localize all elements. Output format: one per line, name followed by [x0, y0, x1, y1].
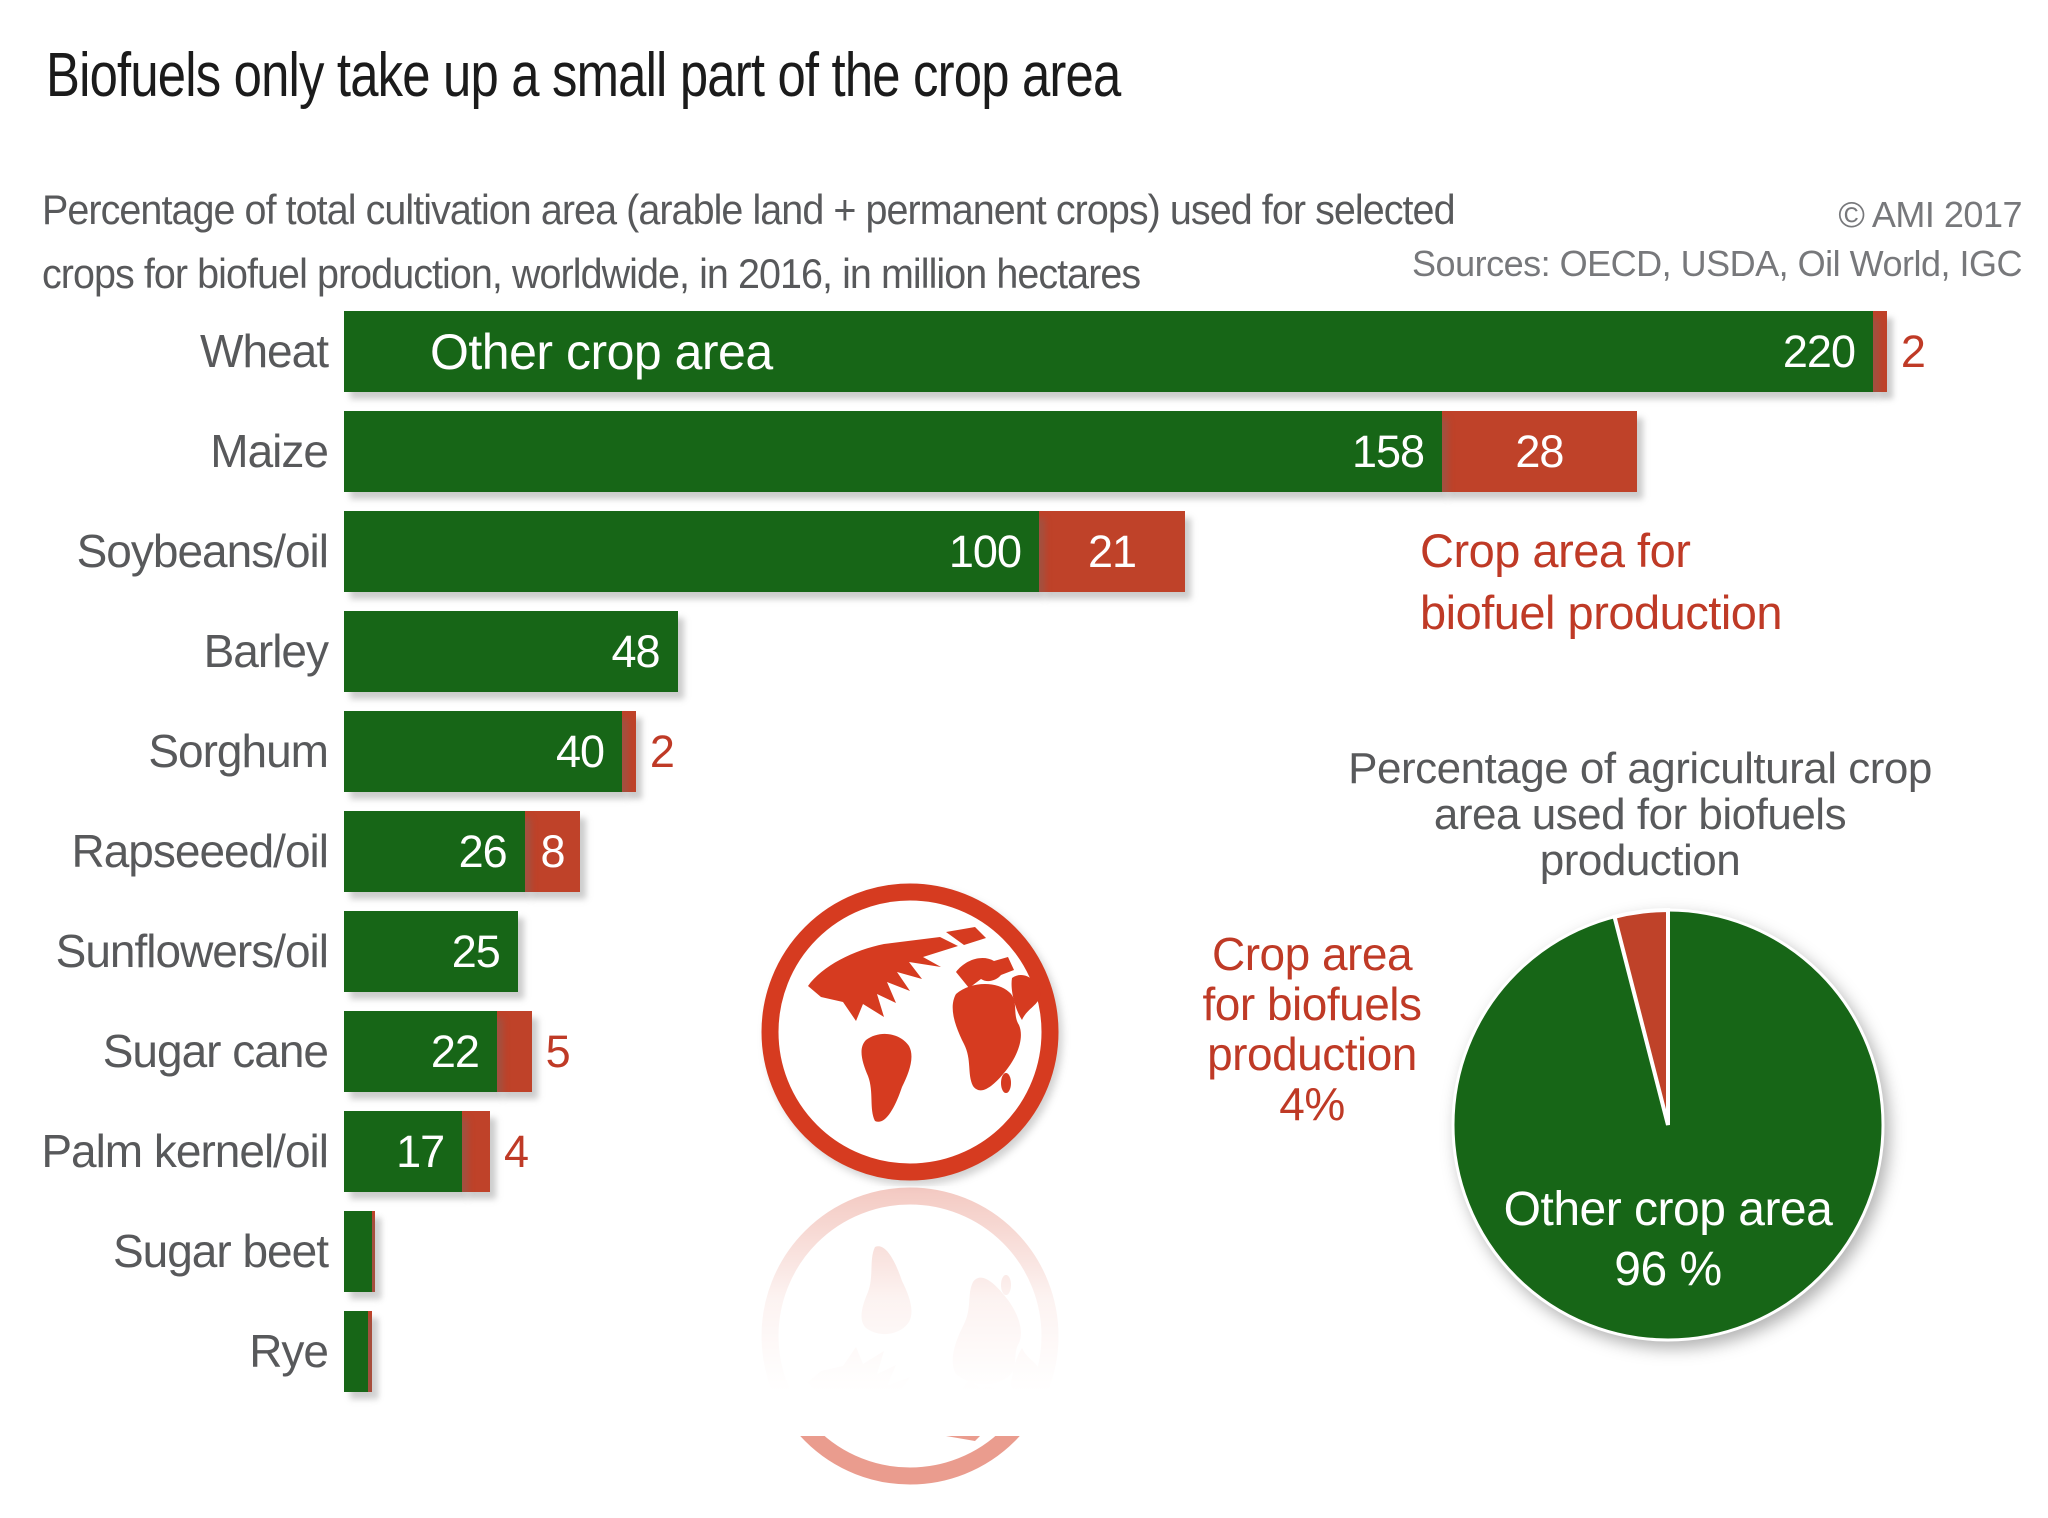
- pie-slice-biofuels: [1612, 907, 1670, 1126]
- pie-title: Percentage of agricultural crop area use…: [1245, 746, 2035, 884]
- bar-segment-other: 17: [344, 1111, 463, 1192]
- bar-segment-biofuel: [1873, 311, 1887, 392]
- bar-segment-other: Other crop area 220: [344, 311, 1873, 392]
- bar-row: Soybeans/oil 100 21: [0, 511, 2048, 592]
- subtitle-line-2: crops for biofuel production, worldwide,…: [42, 250, 1141, 297]
- bar-value-other: 100: [948, 525, 1022, 577]
- legend-line-1: Crop area for: [1420, 524, 1691, 577]
- bar-value-other: 40: [555, 725, 605, 777]
- bar-row: Rye: [0, 1311, 2048, 1392]
- bar-segment-other: 48: [344, 611, 678, 692]
- bar-segment-biofuel: [462, 1111, 490, 1192]
- bar-value-other: 17: [396, 1125, 445, 1177]
- pie-callout-line-4: 4%: [1279, 1078, 1345, 1130]
- pie-chart: [1451, 907, 1885, 1342]
- bar-row: Rapseeed/oil 26 8: [0, 811, 2048, 892]
- bar-value-biofuel: 2: [649, 726, 675, 777]
- pie-title-line-1: Percentage of agricultural crop: [1348, 744, 1932, 793]
- bar-segment-biofuel: [368, 1311, 372, 1392]
- bar: 25: [344, 911, 518, 992]
- bar-value-biofuel: 21: [1087, 525, 1137, 577]
- bar-segment-other: 26: [344, 811, 525, 892]
- bar-value-other: 25: [451, 925, 501, 977]
- bar: 100 21: [344, 511, 1185, 592]
- bar-segment-other: [344, 1211, 372, 1292]
- legend-biofuel-label: Crop area for biofuel production: [1420, 520, 1783, 644]
- bar-value-biofuel: 2: [1900, 326, 1926, 377]
- category-label: Palm kernel/oil: [41, 1125, 329, 1177]
- bar-value-other: 26: [458, 825, 508, 877]
- bar-segment-biofuel: [496, 1011, 532, 1092]
- bar-segment-other: 100: [344, 511, 1039, 592]
- source-block: © AMI 2017 Sources: OECD, USDA, Oil Worl…: [1412, 190, 2022, 288]
- bar-segment-other: 22: [344, 1011, 497, 1092]
- category-label: Sugar cane: [102, 1025, 329, 1077]
- bar: 40 2: [344, 711, 675, 792]
- sources-text: Sources: OECD, USDA, Oil World, IGC: [1412, 243, 2022, 284]
- bar-rows: Wheat Other crop area 220 2 Maize 158 28 Soybea…: [0, 311, 2048, 1411]
- bar: 48: [344, 611, 678, 692]
- pie-other-percent: 96 %: [1614, 1243, 1722, 1296]
- bar-row: Sugar cane 22 5: [0, 1011, 2048, 1092]
- bar: 158 28: [344, 411, 1637, 492]
- bar: Other crop area 220 2: [344, 311, 1926, 392]
- bar-value-other: 48: [611, 625, 661, 677]
- bar-row: Sunflowers/oil 25: [0, 911, 2048, 992]
- bar-segment-biofuel: 28: [1442, 411, 1637, 492]
- bar-annotation: Other crop area: [430, 323, 773, 380]
- globe-reflection-fade: [748, 1186, 1072, 1436]
- bar-segment-other: 158: [344, 411, 1443, 492]
- category-label: Rye: [249, 1325, 329, 1377]
- pie-callout-line-3: production: [1207, 1028, 1417, 1080]
- globe-icon: [761, 883, 1059, 1181]
- pie-biofuels-callout: Crop area for biofuels production 4%: [1112, 929, 1512, 1129]
- category-label: Sunflowers/oil: [55, 925, 329, 977]
- legend-line-2: biofuel production: [1420, 586, 1783, 639]
- bar-row: Barley 48: [0, 611, 2048, 692]
- bar-segment-other: 25: [344, 911, 518, 992]
- bar: 17 4: [344, 1111, 529, 1192]
- bar-row: Sugar beet: [0, 1211, 2048, 1292]
- bar-row: Wheat Other crop area 220 2: [0, 311, 2048, 392]
- category-label: Sugar beet: [112, 1225, 329, 1277]
- bar-row: Maize 158 28: [0, 411, 2048, 492]
- pie-other-label: Other crop area: [1503, 1183, 1833, 1236]
- category-label: Maize: [210, 425, 329, 477]
- bar-value-biofuel: 8: [540, 825, 565, 877]
- bar: [344, 1311, 372, 1392]
- bar: [344, 1211, 376, 1292]
- bar-value-biofuel: 28: [1515, 425, 1564, 477]
- pie-callout-line-1: Crop area: [1211, 928, 1413, 980]
- subtitle-line-1: Percentage of total cultivation area (ar…: [42, 186, 1456, 233]
- chart-subtitle: Percentage of total cultivation area (ar…: [42, 178, 1456, 306]
- pie-title-line-2: area used for biofuels: [1433, 790, 1847, 839]
- bar-segment-other: 40: [344, 711, 622, 792]
- bar-segment-biofuel: [622, 711, 636, 792]
- bar-value-biofuel: 4: [503, 1126, 529, 1177]
- bar-row: Palm kernel/oil 17 4: [0, 1111, 2048, 1192]
- bar-value-other: 158: [1352, 425, 1425, 477]
- pie-title-line-3: production: [1539, 836, 1741, 885]
- category-label: Wheat: [200, 325, 329, 377]
- page-title: Biofuels only take up a small part of th…: [46, 41, 1121, 110]
- pie-callout-line-2: for biofuels: [1202, 978, 1422, 1030]
- bar-row: Sorghum 40 2: [0, 711, 2048, 792]
- category-label: Sorghum: [148, 725, 329, 777]
- category-label: Rapseeed/oil: [71, 825, 329, 877]
- bar-segment-biofuel: 21: [1039, 511, 1185, 592]
- category-label: Barley: [203, 625, 329, 677]
- copyright-text: © AMI 2017: [1838, 194, 2022, 235]
- bar: 22 5: [344, 1011, 571, 1092]
- bar-value-other: 22: [430, 1025, 480, 1077]
- category-label: Soybeans/oil: [76, 525, 329, 577]
- bar-segment-biofuel: [371, 1211, 376, 1292]
- bar-segment-biofuel: 8: [524, 811, 581, 892]
- bar: 26 8: [344, 811, 581, 892]
- bar-value-other: 220: [1782, 325, 1856, 377]
- bar-segment-other: [344, 1311, 369, 1392]
- bar-value-biofuel: 5: [545, 1026, 571, 1077]
